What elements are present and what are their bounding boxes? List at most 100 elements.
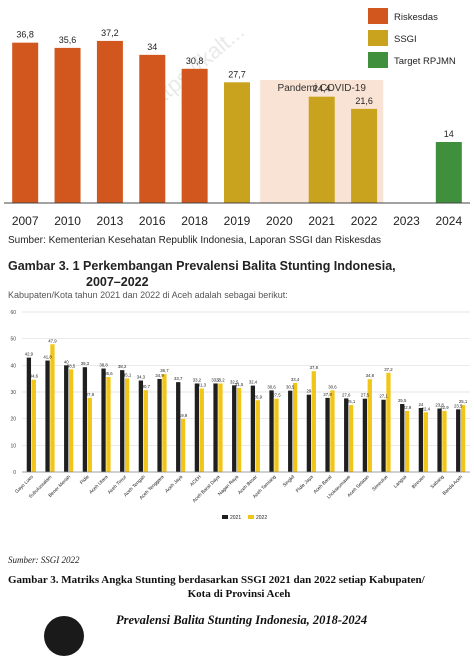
label-2021-17: 27,6 (342, 392, 351, 397)
bar-2022-13 (274, 398, 279, 472)
legend-label-0: Riskesdas (394, 12, 438, 23)
bar-2021-22 (437, 408, 442, 472)
bar-2022-17 (348, 405, 354, 472)
label-2021-20: 25,5 (398, 398, 407, 403)
bar-2021-3 (82, 367, 88, 472)
bar-2022-18 (367, 379, 372, 472)
bar-2021-13 (269, 390, 274, 472)
label-2022-17: 25,1 (347, 399, 356, 404)
district-22: Sabang (429, 474, 445, 490)
chart2-source: Sumber: SSGI 2022 (8, 555, 80, 565)
figure2-caption-line1: Gambar 3. Matriks Angka Stunting berdasa… (8, 574, 425, 586)
district-23: Banda Aceh (442, 474, 465, 497)
label-2022-8: 19,9 (179, 413, 188, 418)
district-11: Nagan Raya (217, 474, 240, 497)
label-2022-22: 22,9 (440, 405, 449, 410)
bar-2022-9 (199, 388, 204, 472)
footer-title: Prevalensi Balita Stunting Indonesia, 20… (116, 613, 368, 627)
bar-2021-10 (213, 383, 218, 472)
bar-2021-12 (250, 385, 256, 472)
district-19: Simeulue (371, 474, 390, 493)
district-20: Langsa (393, 474, 409, 490)
label-2021-12: 32,4 (249, 380, 258, 385)
y-tick-20: 20 (10, 417, 16, 423)
label-2022-0: 34,6 (30, 374, 39, 379)
label-2022-21: 22,4 (422, 406, 431, 411)
district-8: Aceh Jaya (164, 474, 184, 494)
label-2022-5: 35,1 (123, 372, 132, 377)
legend-swatch-1 (368, 30, 388, 46)
label-2021-11: 32,5 (230, 379, 239, 384)
bar-2021-5 (120, 370, 125, 472)
figure1-caption-line2: 2007–2022 (86, 275, 149, 289)
bar-2022-11 (236, 388, 242, 472)
bar-2024 (435, 142, 462, 203)
bar-2022 (351, 108, 378, 203)
bar-2022-8 (180, 418, 186, 472)
y-tick-40: 40 (10, 363, 16, 369)
bar-2022-1 (50, 344, 55, 472)
legend-label-1: SSGI (394, 34, 417, 45)
tick-2019: 2019 (224, 214, 251, 228)
tick-2024: 2024 (435, 214, 462, 228)
bar-2022-16 (330, 390, 335, 472)
data-label-2019: 27,7 (228, 69, 246, 79)
data-label-2021: 24,4 (313, 84, 331, 94)
bar-2022-15 (311, 371, 316, 472)
data-label-2007: 36,8 (16, 30, 34, 40)
tick-2022: 2022 (351, 214, 378, 228)
data-label-2010: 35,6 (59, 35, 77, 45)
label-2022-2: 38,5 (67, 363, 76, 368)
bar-2021-14 (288, 390, 293, 472)
data-label-2016: 34 (147, 42, 157, 52)
bar-2022-6 (143, 390, 148, 472)
district-21: Bireuen (411, 474, 427, 490)
bar-2022-23 (460, 405, 466, 472)
label-2022-6: 30,7 (142, 384, 151, 389)
figure1-caption: Gambar 3. 1 Perkembangan Prevalensi Bali… (8, 258, 468, 290)
legend-2021-label: 2021 (230, 515, 241, 521)
label-2022-13: 27,5 (272, 393, 281, 398)
label-2021-23: 23,5 (454, 403, 463, 408)
cut-off-text: Kabupaten/Kota tahun 2021 dan 2022 di Ac… (8, 290, 288, 300)
bar-2021 (308, 96, 335, 203)
pandemic-label: Pandemi COVID-19 (278, 83, 367, 94)
legend-2022-label: 2022 (256, 515, 267, 521)
bar-2021-6 (138, 380, 144, 472)
bar-2022-3 (87, 397, 92, 472)
bar-2007 (12, 42, 39, 204)
bar-2021-9 (194, 383, 200, 472)
bar-2016 (139, 54, 166, 203)
label-2021-6: 34,3 (137, 375, 146, 380)
district-15: Pidie Jaya (295, 474, 315, 494)
chart1-source: Sumber: Kementerian Kesehatan Republik I… (8, 235, 382, 246)
figure1-caption-line1: Gambar 3. 1 Perkembangan Prevalensi Bali… (8, 259, 396, 273)
bar-2021-7 (157, 378, 162, 472)
bar-2022-12 (255, 400, 260, 472)
label-2021-19: 27,1 (379, 394, 388, 399)
label-2022-1: 47,9 (48, 338, 57, 343)
label-2022-11: 31,5 (235, 382, 244, 387)
label-2022-3: 27,8 (86, 392, 95, 397)
data-label-2013: 37,2 (101, 28, 119, 38)
tick-2010: 2010 (54, 214, 81, 228)
bar-2022-14 (292, 382, 298, 472)
bar-2021-2 (64, 365, 69, 472)
tick-2018: 2018 (181, 214, 208, 228)
bar-2022-5 (124, 378, 130, 472)
label-2022-12: 26,9 (254, 394, 263, 399)
bar-2022-22 (442, 410, 447, 472)
label-2021-18: 27,5 (361, 393, 370, 398)
bar-2022-2 (68, 369, 74, 472)
tick-2021: 2021 (308, 214, 335, 228)
bar-2022-0 (31, 379, 36, 472)
label-2021-5: 38,2 (118, 364, 127, 369)
label-2022-7: 36,7 (160, 368, 169, 373)
label-2021-14: 30,5 (286, 385, 295, 390)
bar-2021-4 (101, 368, 106, 472)
legend-2021-swatch (222, 515, 228, 519)
legend-swatch-0 (368, 8, 388, 24)
bar-2021-23 (456, 409, 461, 472)
label-2021-0: 42,9 (25, 352, 34, 357)
tick-2013: 2013 (97, 214, 124, 228)
